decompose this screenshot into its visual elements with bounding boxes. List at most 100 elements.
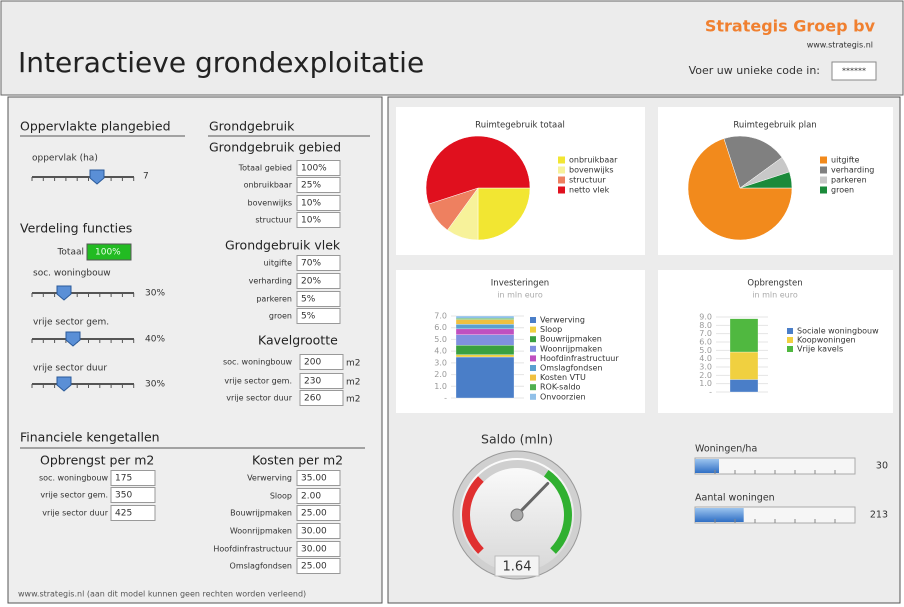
row-value: 25.00 xyxy=(301,509,327,519)
row-label: parkeren xyxy=(256,295,292,304)
row-label: Woonrijpmaken xyxy=(230,527,292,536)
website: www.strategis.nl xyxy=(807,41,873,50)
legend-swatch xyxy=(820,167,827,174)
bar-segment xyxy=(456,335,514,346)
legend-swatch xyxy=(530,394,536,400)
legend-label: Onvoorzien xyxy=(540,392,586,401)
row-label: Hoofdinfrastructuur xyxy=(213,545,292,554)
section-heading: Grondgebruik xyxy=(209,119,295,134)
code-label: Voer uw unieke code in: xyxy=(689,64,820,77)
y-tick-label: 6.0 xyxy=(434,323,447,332)
row-label: bovenwijks xyxy=(248,199,293,208)
row-value: 25.00 xyxy=(301,562,327,572)
row-label: soc. woningbouw xyxy=(223,358,292,367)
y-tick-label: - xyxy=(444,394,447,403)
row-value: 425 xyxy=(115,509,132,519)
legend-swatch xyxy=(530,384,536,390)
legend-label: netto vlek xyxy=(569,186,610,195)
row-value: 10% xyxy=(301,216,321,226)
footer: www.strategis.nl (aan dit model kunnen g… xyxy=(18,590,306,599)
y-tick-label: 5.0 xyxy=(434,335,447,344)
y-tick-label: 4.0 xyxy=(434,347,447,356)
legend-label: bovenwijks xyxy=(569,166,614,175)
legend-swatch xyxy=(558,187,565,194)
legend-swatch xyxy=(530,346,536,352)
legend-swatch xyxy=(787,346,793,352)
y-tick-label: 8.0 xyxy=(699,321,712,330)
y-tick-label: 1.0 xyxy=(434,382,447,391)
row-label: Omslagfondsen xyxy=(230,562,292,571)
legend-label: Woonrijpmaken xyxy=(540,344,602,353)
legend-label: uitgifte xyxy=(831,156,860,165)
legend-label: Verwerving xyxy=(540,316,585,325)
slider-value: 30% xyxy=(145,289,165,299)
row-value: 10% xyxy=(301,199,321,209)
code-value: ****** xyxy=(842,67,866,76)
section-heading: Oppervlakte plangebied xyxy=(20,119,171,134)
slider-label: soc. woningbouw xyxy=(33,269,111,279)
legend-label: groen xyxy=(831,186,854,195)
row-unit: m2 xyxy=(346,378,361,388)
legend-swatch xyxy=(558,167,565,174)
legend-label: onbruikbaar xyxy=(569,156,618,165)
legend-swatch xyxy=(820,157,827,164)
bar-segment xyxy=(456,357,514,398)
y-tick-label: 4.0 xyxy=(699,354,712,363)
legend-swatch xyxy=(530,355,536,361)
gauge-hub xyxy=(511,509,523,521)
legend-label: Sloop xyxy=(540,325,562,334)
y-tick-label: 7.0 xyxy=(699,329,712,338)
total-label: Totaal xyxy=(56,248,84,258)
legend-label: Vrije kavels xyxy=(797,345,843,354)
row-label: vrije sector gem. xyxy=(40,491,108,500)
sub-heading: Grondgebruik gebied xyxy=(209,140,341,155)
legend-label: Sociale woningbouw xyxy=(797,327,879,336)
row-label: onbruikbaar xyxy=(244,181,293,190)
row-unit: m2 xyxy=(346,359,361,369)
slider-label: oppervlak (ha) xyxy=(32,154,98,164)
legend-swatch xyxy=(530,375,536,381)
slider-value: 30% xyxy=(145,380,165,390)
y-tick-label: 2.0 xyxy=(699,371,712,380)
bar-segment xyxy=(456,324,514,329)
row-label: soc. woningbouw xyxy=(39,474,108,483)
row-label: groen xyxy=(269,312,292,321)
row-label: Bouwrijpmaken xyxy=(230,509,292,518)
indicator-value: 30 xyxy=(876,461,888,472)
chart-title: Investeringen xyxy=(491,279,549,289)
row-value: 175 xyxy=(115,474,132,484)
row-label: vrije sector duur xyxy=(42,509,109,518)
row-value: 260 xyxy=(304,394,321,404)
legend-swatch xyxy=(558,157,565,164)
section-heading: Financiele kengetallen xyxy=(20,430,160,445)
legend-swatch xyxy=(558,177,565,184)
bar-segment xyxy=(456,355,514,357)
indicator-bar xyxy=(695,508,744,522)
legend-label: ROK-saldo xyxy=(540,383,581,392)
sub-heading: Grondgebruik vlek xyxy=(225,238,341,253)
row-value: 100% xyxy=(301,164,327,174)
y-tick-label: 2.0 xyxy=(434,370,447,379)
row-label: vrije sector duur xyxy=(226,394,293,403)
legend-label: verharding xyxy=(831,166,874,175)
row-value: 70% xyxy=(301,259,321,269)
row-value: 350 xyxy=(115,491,132,501)
row-value: 35.00 xyxy=(301,474,327,484)
row-value: 230 xyxy=(304,377,321,387)
legend-label: Kosten VTU xyxy=(540,373,586,382)
bar-segment xyxy=(456,320,514,325)
sub-heading: Kavelgrootte xyxy=(258,333,338,348)
chart-title: Ruimtegebruik totaal xyxy=(475,121,565,131)
legend-label: Bouwrijpmaken xyxy=(540,335,602,344)
y-tick-label: 3.0 xyxy=(434,358,447,367)
legend-swatch xyxy=(530,336,536,342)
row-value: 30.00 xyxy=(301,527,327,537)
indicator-label: Woningen/ha xyxy=(695,444,757,455)
bar-segment xyxy=(730,319,758,352)
y-tick-label: 3.0 xyxy=(699,363,712,372)
legend-label: parkeren xyxy=(831,176,867,185)
row-unit: m2 xyxy=(346,395,361,405)
row-label: structuur xyxy=(255,216,292,225)
indicator-value: 213 xyxy=(870,510,888,521)
legend-swatch xyxy=(530,365,536,371)
